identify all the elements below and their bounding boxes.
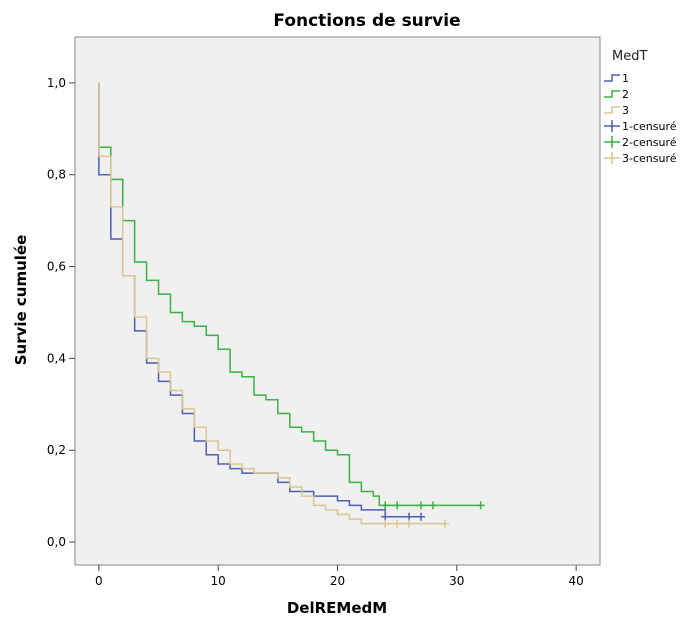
series-1-censored-mark <box>381 512 390 521</box>
series-2-censored-mark <box>381 501 390 510</box>
legend-swatch-line <box>604 74 620 82</box>
legend: 1 2 3 1-censuré 2-censuré 3-censuré <box>604 72 677 165</box>
legend-label: 3-censuré <box>622 152 677 165</box>
x-tick-label: 20 <box>330 574 345 588</box>
y-tick-label: 1,0 <box>47 76 66 90</box>
series-2-censored-mark <box>428 501 437 510</box>
legend-swatch-cross <box>604 152 620 164</box>
y-tick-label: 0,4 <box>47 351 66 365</box>
series-2-censored-mark <box>476 501 485 510</box>
y-tick-label: 0,2 <box>47 443 66 457</box>
x-tick-label: 30 <box>449 574 464 588</box>
series-2-line <box>98 82 481 507</box>
legend-label: 2 <box>622 88 629 101</box>
legend-swatch-cross <box>604 120 620 132</box>
series-2-censored-mark <box>417 501 426 510</box>
legend-label: 1-censuré <box>622 120 677 133</box>
series-3-censored-mark <box>405 519 414 528</box>
series-3-censored-mark <box>393 519 402 528</box>
y-tick-label: 0,8 <box>47 168 66 182</box>
x-tick-label: 10 <box>211 574 226 588</box>
legend-swatch-cross <box>604 136 620 148</box>
series-3-line <box>98 82 445 525</box>
y-axis-label: Survie cumulée <box>12 235 30 366</box>
series-2-censored-mark <box>393 501 402 510</box>
legend-label: 3 <box>622 104 629 117</box>
x-tick-label: 0 <box>95 574 103 588</box>
plot-area <box>74 36 601 566</box>
x-tick-label: 40 <box>568 574 583 588</box>
legend-swatch-line <box>604 90 620 98</box>
legend-title: MedT <box>612 49 647 64</box>
legend-swatch-line <box>604 106 620 114</box>
series-1-censored-mark <box>405 512 414 521</box>
legend-label: 1 <box>622 72 629 85</box>
y-tick-label: 0,0 <box>47 535 66 549</box>
series-1-censored-mark <box>417 512 426 521</box>
series-layer <box>98 82 485 528</box>
series-3-censored-mark <box>381 519 390 528</box>
axes: 0,0 0,2 0,4 0,6 0,8 1,0 0 10 20 30 40 <box>47 76 584 588</box>
legend-label: 2-censuré <box>622 136 677 149</box>
chart-title: Fonctions de survie <box>273 11 460 31</box>
x-axis-label: DelREMedM <box>287 599 387 617</box>
y-tick-label: 0,6 <box>47 260 66 274</box>
series-3-censored-mark <box>440 519 449 528</box>
